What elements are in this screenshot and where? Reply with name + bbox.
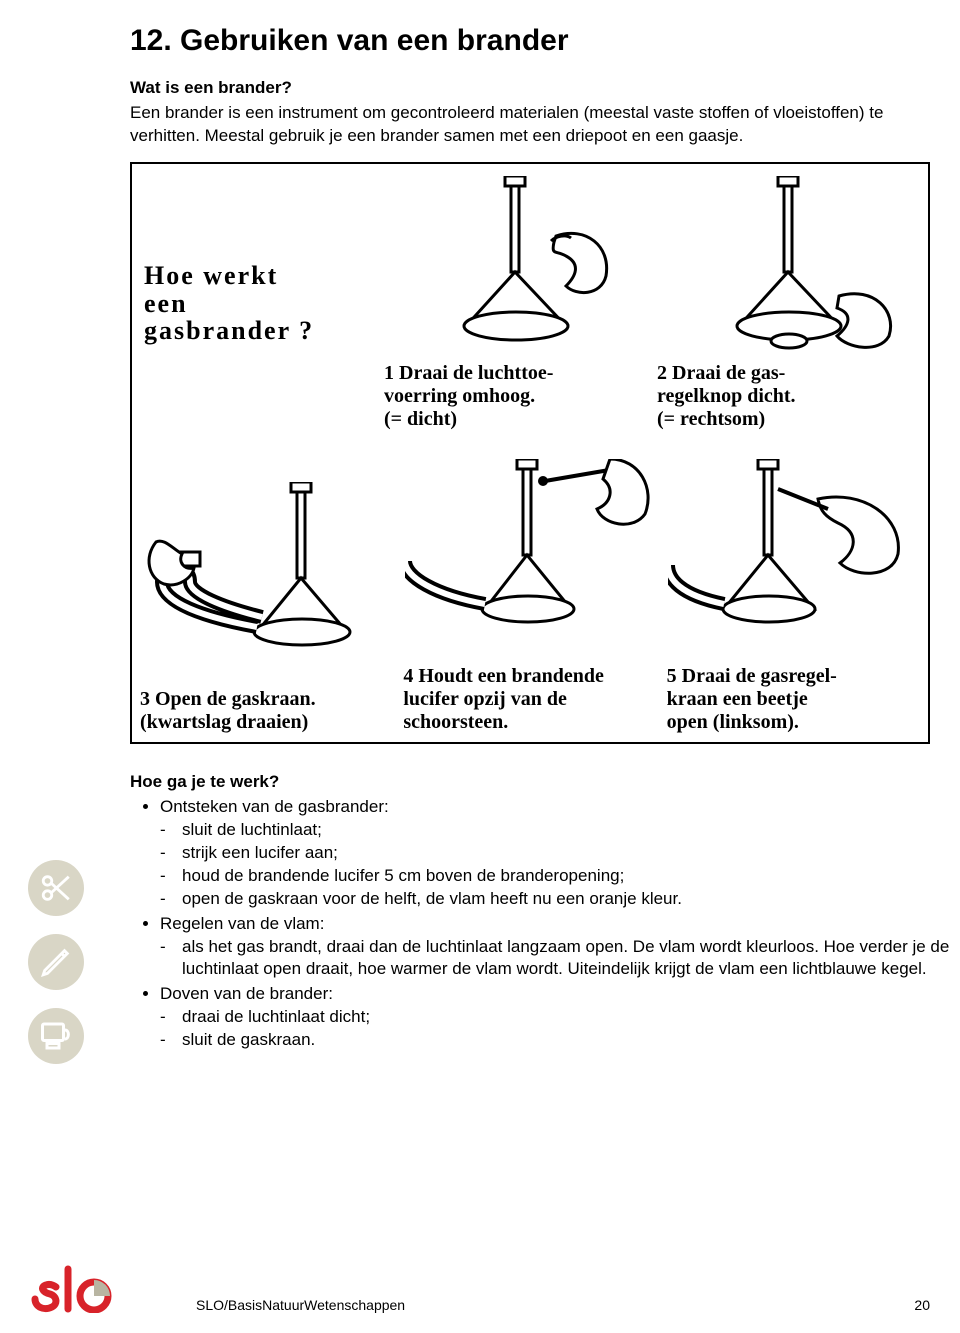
intro-text: Een brander is een instrument om gecontr… bbox=[130, 102, 930, 148]
b3-d1: draai de luchtinlaat dicht; bbox=[182, 1006, 960, 1029]
b1-d4: open de gaskraan voor de helft, de vlam … bbox=[182, 888, 960, 911]
list-item: Doven van de brander: draai de luchtinla… bbox=[160, 983, 960, 1052]
diagram-question: Hoe werkt een gasbrander ? bbox=[140, 262, 374, 344]
b2: Regelen van de vlam: bbox=[160, 914, 324, 933]
step2-l1: 2 Draai de gas- bbox=[657, 362, 920, 385]
step3-l2: (kwartslag draaien) bbox=[140, 711, 393, 734]
diagram-step-5: 5 Draai de gasregel- kraan een beetje op… bbox=[667, 459, 920, 734]
computer-icon bbox=[28, 1008, 84, 1064]
diagram-q-line1: Hoe werkt bbox=[144, 262, 374, 289]
step1-l2: voerring omhoog. bbox=[384, 385, 647, 408]
step5-l2: kraan een beetje bbox=[667, 688, 920, 711]
how-list: Ontsteken van de gasbrander: sluit de lu… bbox=[130, 796, 960, 1052]
slo-logo bbox=[30, 1263, 116, 1313]
burner-illustration-2 bbox=[679, 176, 899, 356]
b3-d2: sluit de gaskraan. bbox=[182, 1029, 960, 1052]
intro-heading: Wat is een brander? bbox=[130, 78, 960, 98]
diagram-step-4: 4 Houdt een brandende lucifer opzij van … bbox=[403, 459, 656, 734]
step5-l3: open (linksom). bbox=[667, 711, 920, 734]
side-icons bbox=[28, 860, 84, 1064]
b1: Ontsteken van de gasbrander: bbox=[160, 797, 389, 816]
diagram-box: Hoe werkt een gasbrander ? 1 Dra bbox=[130, 162, 930, 744]
b1-d3: houd de brandende lucifer 5 cm boven de … bbox=[182, 865, 960, 888]
diagram-q-line2: een bbox=[144, 290, 374, 317]
step1-l3: (= dicht) bbox=[384, 408, 647, 431]
step5-l1: 5 Draai de gasregel- bbox=[667, 665, 920, 688]
diagram-step-2: 2 Draai de gas- regelknop dicht. (= rech… bbox=[657, 176, 920, 431]
step2-l2: regelknop dicht. bbox=[657, 385, 920, 408]
list-item: Ontsteken van de gasbrander: sluit de lu… bbox=[160, 796, 960, 911]
how-heading: Hoe ga je te werk? bbox=[130, 772, 960, 792]
diagram-step-1: 1 Draai de luchttoe- voerring omhoog. (=… bbox=[384, 176, 647, 431]
burner-illustration-4 bbox=[405, 459, 655, 659]
step4-l3: schoorsteen. bbox=[403, 711, 656, 734]
diagram-q-line3: gasbrander ? bbox=[144, 317, 374, 344]
step3-l1: 3 Open de gaskraan. bbox=[140, 688, 393, 711]
scissors-icon bbox=[28, 860, 84, 916]
page-title: 12. Gebruiken van een brander bbox=[130, 24, 960, 58]
footer-text: SLO/BasisNatuurWetenschappen bbox=[196, 1297, 405, 1313]
pencil-icon bbox=[28, 934, 84, 990]
b1-d2: strijk een lucifer aan; bbox=[182, 842, 960, 865]
footer: SLO/BasisNatuurWetenschappen 20 bbox=[0, 1263, 930, 1313]
step4-l2: lucifer opzij van de bbox=[403, 688, 656, 711]
burner-illustration-3 bbox=[142, 482, 392, 682]
diagram-step-3: 3 Open de gaskraan. (kwartslag draaien) bbox=[140, 482, 393, 734]
b2-d1: als het gas brandt, draai dan de luchtin… bbox=[182, 936, 960, 982]
burner-illustration-1 bbox=[406, 176, 626, 356]
burner-illustration-5 bbox=[668, 459, 918, 659]
list-item: Regelen van de vlam: als het gas brandt,… bbox=[160, 913, 960, 982]
b1-d1: sluit de luchtinlaat; bbox=[182, 819, 960, 842]
b3: Doven van de brander: bbox=[160, 984, 333, 1003]
step2-l3: (= rechtsom) bbox=[657, 408, 920, 431]
step4-l1: 4 Houdt een brandende bbox=[403, 665, 656, 688]
step1-l1: 1 Draai de luchttoe- bbox=[384, 362, 647, 385]
page-number: 20 bbox=[914, 1297, 930, 1313]
